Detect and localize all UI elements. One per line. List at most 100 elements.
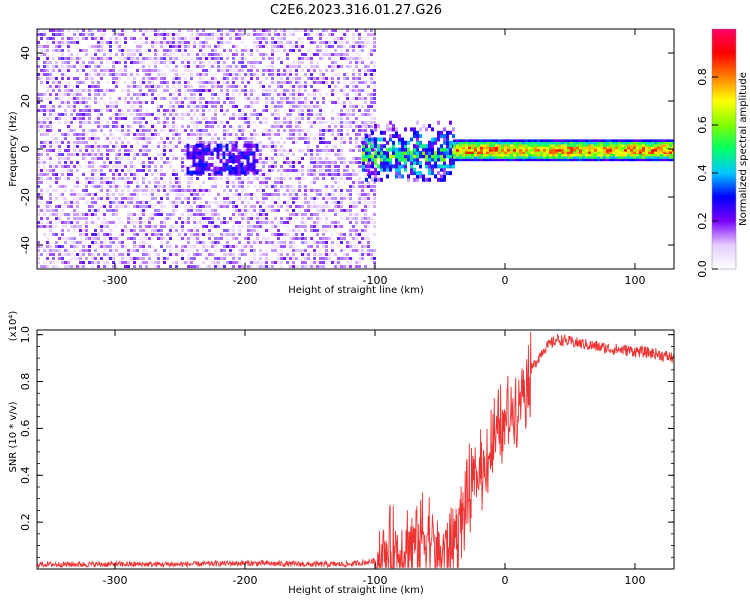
spectrogram-cell (232, 65, 235, 68)
spectrogram-cell (202, 89, 205, 92)
spectrogram-cell (226, 69, 229, 72)
spectrogram-cell (106, 165, 109, 168)
spectrogram-cell (196, 253, 199, 256)
spectrogram-cell (112, 161, 115, 164)
spectrogram-cell (139, 189, 142, 192)
spectrogram-cell (283, 225, 286, 228)
spectrogram-cell (67, 177, 70, 180)
spectrogram-cell (67, 165, 70, 168)
spectrogram-cell (283, 161, 286, 164)
spectrogram-cell (237, 151, 241, 156)
spectrogram-cell (85, 237, 88, 240)
spectrogram-cell (346, 49, 349, 52)
spectrogram-cell (265, 145, 268, 148)
spectrogram-cell (157, 257, 160, 260)
spectrogram-cell (124, 33, 127, 36)
spectrogram-cell (49, 261, 52, 264)
spectrogram-cell (187, 245, 190, 248)
spectrogram-cell (483, 158, 486, 162)
spectrogram-cell (295, 157, 298, 160)
spectrogram-cell (446, 147, 449, 152)
spectrogram-cell (292, 29, 295, 32)
spectrogram-cell (256, 217, 259, 220)
spectrogram-cell (262, 57, 265, 60)
spectrogram-cell (94, 89, 97, 92)
spectrogram-cell (100, 33, 103, 36)
spectrogram-cell (169, 189, 172, 192)
spectrogram-cell (172, 69, 175, 72)
spectrogram-cell (70, 225, 73, 228)
spectrogram-cell (154, 89, 157, 92)
spectrogram-cell (73, 141, 76, 144)
spectrogram-cell (46, 225, 49, 228)
spectrogram-cell (352, 173, 355, 176)
spectrogram-cell (219, 159, 223, 164)
spectrogram-cell (64, 161, 67, 164)
spectrogram-cell (449, 164, 452, 169)
spectrogram-cell (205, 249, 208, 252)
spectrogram-cell (316, 113, 319, 116)
spectrogram-cell (202, 129, 205, 132)
spectrogram-cell (214, 117, 217, 120)
spectrogram-cell (118, 173, 121, 176)
spectrogram-cell (289, 161, 292, 164)
spectrogram-cell (223, 205, 226, 208)
spectrogram-cell (109, 193, 112, 196)
spectrogram-cell (157, 153, 160, 156)
spectrogram-cell (160, 165, 163, 168)
spectrogram-cell (346, 65, 349, 68)
spectrogram-cell (196, 81, 199, 84)
spectrogram-cell (295, 97, 298, 100)
spectrogram-cell (241, 41, 244, 44)
spectrogram-cell (229, 85, 232, 88)
spectrogram-cell (37, 29, 40, 32)
spectrogram-cell (289, 213, 292, 216)
spectrogram-cell (193, 125, 196, 128)
spectrogram-cell (79, 145, 82, 148)
spectrogram-cell (368, 154, 371, 159)
spectrogram-cell (118, 73, 121, 76)
spectrogram-cell (220, 41, 223, 44)
spectrogram-cell (181, 161, 184, 164)
spectrogram-cell (142, 209, 145, 212)
spectrogram-cell (358, 193, 361, 196)
spectrogram-cell (49, 105, 52, 108)
spectrogram-cell (277, 97, 280, 100)
spectrogram-cell (64, 185, 67, 188)
spectrogram-cell (440, 144, 443, 149)
spectrogram-cell (268, 229, 271, 232)
spectrogram-cell (79, 69, 82, 72)
spectrogram-cell (112, 173, 115, 176)
spectrogram-cell (124, 245, 127, 248)
spectrogram-cell (286, 209, 289, 212)
spectrogram-cell (367, 113, 370, 116)
spectrogram-cell (151, 245, 154, 248)
spectrogram-cell (241, 221, 244, 224)
spectrogram-cell (286, 97, 289, 100)
spectrogram-cell (504, 153, 507, 157)
spectrogram-cell (343, 197, 346, 200)
spectrogram-cell (277, 205, 280, 208)
spectrogram-cell (61, 169, 64, 172)
spectrogram-cell (367, 37, 370, 40)
spectrogram-cell (501, 151, 504, 154)
spectrogram-cell (247, 125, 250, 128)
spectrogram-cell (148, 65, 151, 68)
spectrogram-cell (106, 109, 109, 112)
spectrogram-cell (304, 81, 307, 84)
spectrogram-cell (145, 37, 148, 40)
spectrogram-cell (471, 144, 474, 147)
spectrogram-cell (398, 161, 401, 165)
spectrogram-cell (250, 249, 253, 252)
spectrogram-cell (443, 174, 446, 179)
spectrogram-cell (232, 53, 235, 56)
spectrogram-cell (163, 221, 166, 224)
spectrogram-cell (178, 137, 181, 140)
spectrogram-cell (253, 217, 256, 220)
spectrogram-cell (425, 147, 428, 152)
spectrogram-cell (103, 101, 106, 104)
spectrogram-cell (280, 89, 283, 92)
spectrogram-cell (217, 97, 220, 100)
spectrogram-cell (373, 217, 376, 220)
spectrogram-cell (389, 157, 392, 162)
